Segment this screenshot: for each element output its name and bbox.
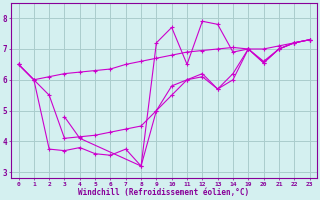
X-axis label: Windchill (Refroidissement éolien,°C): Windchill (Refroidissement éolien,°C) [78,188,250,197]
